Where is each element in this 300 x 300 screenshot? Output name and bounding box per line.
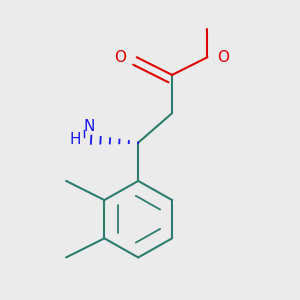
Text: N: N xyxy=(84,119,95,134)
Text: O: O xyxy=(217,50,229,65)
Text: H: H xyxy=(69,132,81,147)
Text: O: O xyxy=(115,50,127,65)
